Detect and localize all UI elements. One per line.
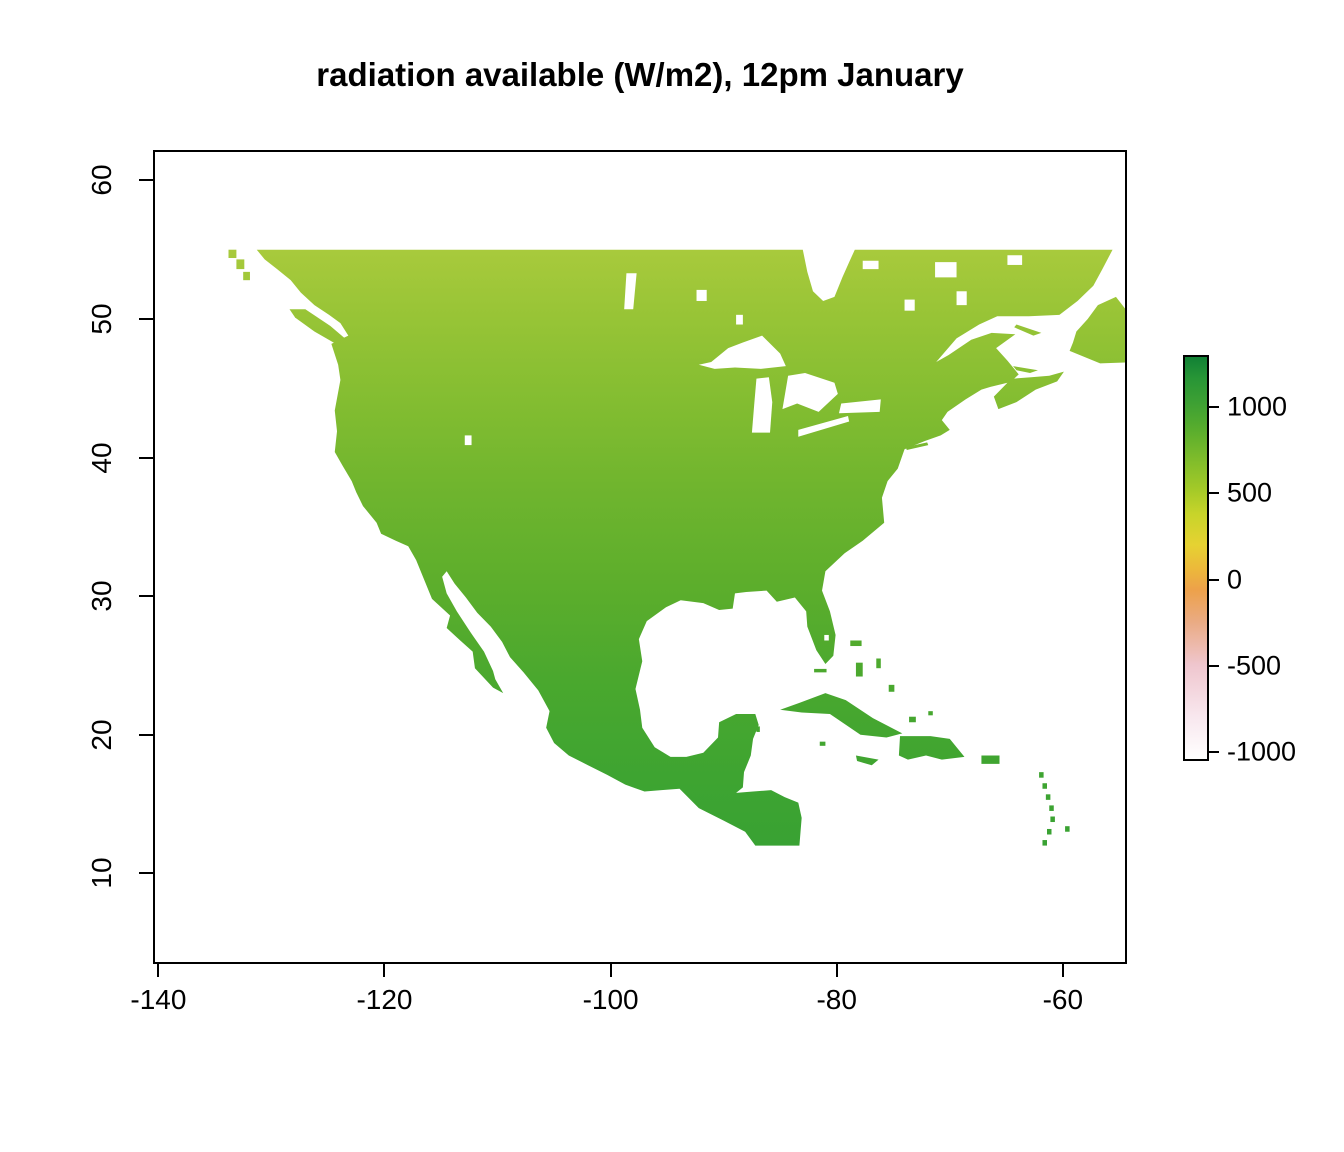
north-america-raster-map [228,249,1125,846]
island-antilles-7 [1042,840,1047,846]
y-tick-mark [139,872,153,875]
land-layer [228,249,1125,846]
island-cozumel [756,726,760,732]
lake-superior [698,335,786,369]
legend-tick-label: 0 [1227,564,1243,595]
x-tick-label: -80 [816,984,857,1015]
legend-tick-mark [1209,405,1219,408]
island-antilles-5 [1050,816,1055,823]
lake-huron [782,373,838,412]
island-barbados [1065,826,1070,832]
y-tick-mark [139,595,153,598]
y-tick-mark [139,456,153,459]
island-antilles-6 [1046,828,1052,835]
y-tick-label: 50 [86,303,117,335]
y-tick-label: 60 [86,164,117,196]
island-se-alaska [228,249,237,259]
legend-tick-mark [1209,664,1219,667]
x-tick-mark [609,964,612,977]
island-long-island [905,442,929,450]
x-tick-label: -60 [1042,984,1084,1015]
legend-tick-label: -500 [1227,650,1282,681]
island-cayman [819,741,826,746]
island-turks [928,711,933,716]
water-layer [464,255,1023,641]
island-pei [1013,366,1038,374]
x-tick-mark [157,964,160,977]
island-haida-gwaii-north [236,259,245,270]
y-tick-mark [139,733,153,736]
island-jamaica [855,755,879,766]
lake-mistassini [904,299,915,311]
island-puerto-rico [981,755,1000,764]
lake-la-grande [862,260,879,270]
y-tick-label: 40 [86,441,117,474]
island-antilles-4 [1049,805,1054,811]
lake-okeechobee [824,634,829,641]
y-tick-mark [139,317,153,320]
lake-erie [798,415,850,437]
island-long-bahama [888,684,895,692]
island-antilles-2 [1042,783,1047,789]
island-cuba [780,693,903,738]
island-anticosti [1014,324,1042,336]
mainland-north-america [256,249,1113,846]
legend-tick-mark [1209,578,1219,581]
lake-nw-ontario [696,289,707,301]
y-tick-label: 10 [86,857,117,889]
x-tick-mark [835,964,838,977]
lake-nipigon [736,314,743,325]
y-tick-label: 30 [86,580,117,612]
x-tick-label: -140 [130,984,187,1015]
chart-title: radiation available (W/m2), 12pm January [316,56,964,93]
island-haida-gwaii-south [243,271,250,281]
lake-quebec-reservoir [935,262,957,278]
island-inagua [909,716,916,723]
island-grand-bahama [850,640,862,647]
y-tick-mark [139,179,153,182]
y-tick-label: 20 [86,719,117,751]
legend-tick-mark [1209,751,1219,754]
x-tick-mark [1061,964,1064,977]
island-antilles-3 [1045,794,1051,800]
island-andros [855,662,863,677]
plot-area [153,150,1127,964]
legend-tick-label: 1000 [1227,391,1288,422]
x-tick-mark [383,964,386,977]
island-antilles-1 [1039,772,1044,778]
lake-ontario [838,399,881,414]
legend-colorbar [1183,355,1209,761]
legend-tick-label: 500 [1227,477,1273,508]
island-hispaniola [898,736,965,760]
island-newfoundland [1069,296,1125,364]
lake-michigan [751,377,773,433]
island-vancouver [289,309,345,344]
x-tick-label: -120 [356,984,413,1015]
legend-tick-mark [1209,492,1219,495]
lake-great-salt [464,435,472,446]
lake-smallwood [1007,255,1023,265]
lake-manicouagan [956,291,967,306]
legend-tick-label: -1000 [1227,736,1297,767]
island-eleuthera [876,658,881,669]
lake-winnipeg [624,273,637,310]
x-tick-label: -100 [582,984,639,1015]
island-florida-keys [814,668,827,673]
